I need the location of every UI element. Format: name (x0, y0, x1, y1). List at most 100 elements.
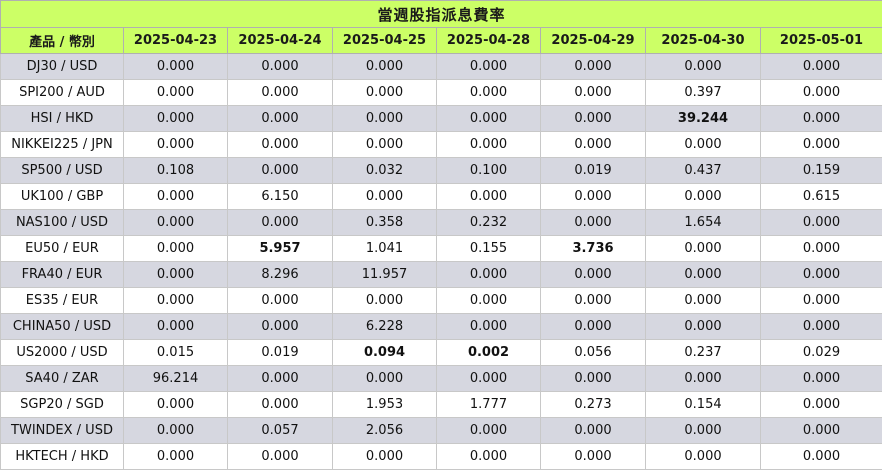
rate-cell: 0.397 (646, 80, 761, 106)
rate-cell: 0.155 (437, 236, 541, 262)
rate-cell: 96.214 (124, 366, 228, 392)
rate-cell: 2.056 (333, 418, 437, 444)
rate-cell: 0.000 (124, 132, 228, 158)
rate-cell: 0.000 (541, 106, 646, 132)
rate-cell: 0.000 (124, 314, 228, 340)
rate-cell: 1.953 (333, 392, 437, 418)
product-cell: CHINA50 / USD (1, 314, 124, 340)
rate-cell: 0.159 (761, 158, 882, 184)
rate-cell: 0.000 (124, 236, 228, 262)
rate-cell: 0.000 (437, 106, 541, 132)
rate-cell: 0.029 (761, 340, 882, 366)
rate-cell: 1.654 (646, 210, 761, 236)
product-cell: EU50 / EUR (1, 236, 124, 262)
rate-cell: 0.000 (437, 314, 541, 340)
product-cell: SPI200 / AUD (1, 80, 124, 106)
rate-cell: 0.000 (646, 54, 761, 80)
rate-cell: 0.273 (541, 392, 646, 418)
rate-cell: 0.000 (124, 210, 228, 236)
rate-cell: 0.000 (228, 314, 333, 340)
rate-cell: 0.000 (761, 80, 882, 106)
rate-cell: 0.437 (646, 158, 761, 184)
rate-cell: 0.000 (541, 184, 646, 210)
product-cell: NIKKEI225 / JPN (1, 132, 124, 158)
rate-cell: 0.000 (761, 392, 882, 418)
rate-cell: 0.000 (228, 288, 333, 314)
rate-cell: 0.000 (437, 418, 541, 444)
rate-cell: 0.000 (541, 444, 646, 470)
product-cell: UK100 / GBP (1, 184, 124, 210)
rate-cell: 0.000 (124, 444, 228, 470)
product-currency-header: 產品 / 幣別 (1, 28, 124, 54)
rate-cell: 0.000 (228, 392, 333, 418)
rate-cell: 0.000 (228, 54, 333, 80)
rate-cell: 8.296 (228, 262, 333, 288)
rate-cell: 0.000 (228, 444, 333, 470)
rate-cell: 0.100 (437, 158, 541, 184)
date-header: 2025-04-30 (646, 28, 761, 54)
rate-cell: 0.000 (541, 418, 646, 444)
date-header: 2025-04-25 (333, 28, 437, 54)
date-header: 2025-04-28 (437, 28, 541, 54)
rate-cell: 0.000 (124, 80, 228, 106)
rate-cell: 0.056 (541, 340, 646, 366)
rate-cell: 0.000 (124, 418, 228, 444)
rate-cell: 0.000 (646, 314, 761, 340)
rate-cell: 0.000 (646, 366, 761, 392)
rate-cell: 0.000 (124, 288, 228, 314)
product-cell: NAS100 / USD (1, 210, 124, 236)
rate-cell: 0.000 (228, 158, 333, 184)
product-cell: ES35 / EUR (1, 288, 124, 314)
rate-cell: 0.000 (541, 80, 646, 106)
rate-cell: 0.000 (646, 444, 761, 470)
rate-cell: 0.000 (333, 444, 437, 470)
rate-cell: 0.108 (124, 158, 228, 184)
product-cell: TWINDEX / USD (1, 418, 124, 444)
rate-cell: 0.000 (541, 314, 646, 340)
rate-cell: 0.154 (646, 392, 761, 418)
product-cell: DJ30 / USD (1, 54, 124, 80)
product-cell: SA40 / ZAR (1, 366, 124, 392)
rate-cell: 0.000 (761, 106, 882, 132)
date-header: 2025-04-23 (124, 28, 228, 54)
table-title: 當週股指派息費率 (1, 1, 882, 28)
rate-cell: 0.000 (761, 288, 882, 314)
date-header: 2025-05-01 (761, 28, 882, 54)
rate-cell: 0.057 (228, 418, 333, 444)
rate-cell: 0.358 (333, 210, 437, 236)
rate-cell: 0.000 (761, 262, 882, 288)
rate-cell: 0.000 (541, 54, 646, 80)
rate-cell: 0.000 (333, 184, 437, 210)
rate-cell: 0.000 (541, 288, 646, 314)
rate-cell: 0.019 (541, 158, 646, 184)
rate-cell: 0.000 (437, 80, 541, 106)
product-cell: FRA40 / EUR (1, 262, 124, 288)
rate-cell: 0.000 (124, 262, 228, 288)
rate-cell: 0.000 (646, 184, 761, 210)
rate-cell: 0.000 (333, 80, 437, 106)
rate-cell: 0.000 (646, 418, 761, 444)
rate-cell: 1.777 (437, 392, 541, 418)
rate-cell: 0.000 (761, 314, 882, 340)
rate-cell: 0.000 (437, 288, 541, 314)
date-header: 2025-04-29 (541, 28, 646, 54)
rate-cell: 0.000 (437, 444, 541, 470)
rate-cell: 0.000 (646, 288, 761, 314)
rate-cell: 0.000 (541, 132, 646, 158)
rate-cell: 0.232 (437, 210, 541, 236)
rate-cell: 11.957 (333, 262, 437, 288)
